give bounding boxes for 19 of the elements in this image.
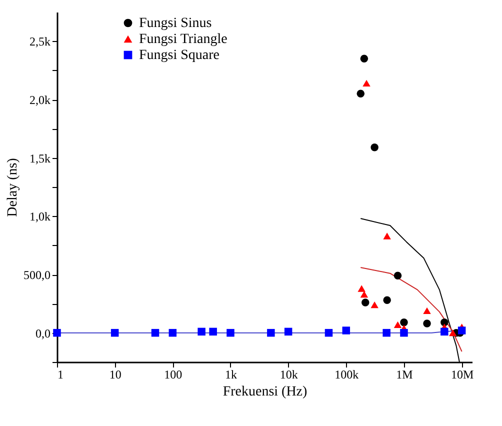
x-tick-label: 100k xyxy=(334,368,359,382)
y-tick-label: 2,0k xyxy=(30,93,50,107)
y-tick-label: 1,0k xyxy=(30,210,50,224)
legend-label: Fungsi Triangle xyxy=(139,32,228,47)
x-axis-title: Frekuensi (Hz) xyxy=(222,384,308,400)
y-axis-title: Delay (ns) xyxy=(6,158,20,217)
x-tick-label: 100 xyxy=(164,368,182,382)
x-tick-label: 10M xyxy=(450,368,474,382)
y-tick-label: 0,0 xyxy=(36,326,50,340)
x-tick-label: 1k xyxy=(224,368,237,382)
legend-label: Fungsi Sinus xyxy=(139,16,212,31)
y-tick-label: 500,0 xyxy=(24,268,50,282)
y-tick-label: 1,5k xyxy=(30,151,50,166)
x-tick-label: 10 xyxy=(109,368,122,382)
x-tick-label: 10k xyxy=(280,368,298,382)
x-tick-label: 1 xyxy=(58,368,64,382)
y-tick-label: 2,5k xyxy=(30,34,50,49)
x-tick-label: 1M xyxy=(396,368,414,382)
legend-label: Fungsi Square xyxy=(139,48,220,63)
